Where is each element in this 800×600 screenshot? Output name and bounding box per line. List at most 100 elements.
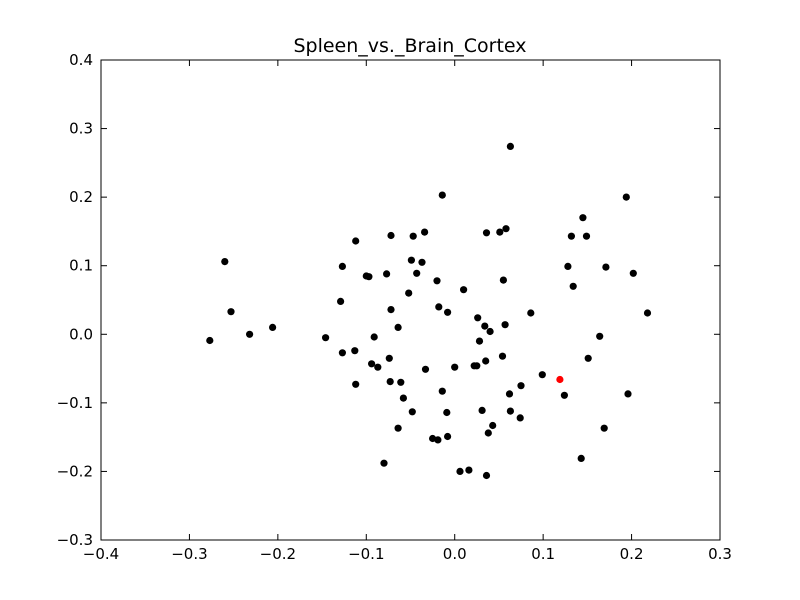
data-point-32 <box>418 258 426 266</box>
data-point-72 <box>560 391 569 399</box>
data-point-57 <box>484 429 492 437</box>
data-point-4 <box>269 323 277 331</box>
data-point-54 <box>482 357 490 365</box>
data-point-43 <box>444 308 452 316</box>
x-tick-label: −0.3 <box>171 545 207 563</box>
data-point-77 <box>579 214 587 222</box>
data-point-11 <box>351 347 359 355</box>
y-tick-label: 0.2 <box>69 188 93 206</box>
data-point-8 <box>338 262 346 270</box>
data-point-46 <box>460 286 468 294</box>
data-point-22 <box>387 306 395 314</box>
x-tick-label: −0.1 <box>348 545 384 563</box>
ticks-layer: −0.4 −0.3 −0.2 −0.1 0.0 0.1 0.2 0.3−0.3−0.2−0.1… <box>57 51 732 563</box>
data-point-74 <box>567 232 576 240</box>
data-point-18 <box>383 270 391 278</box>
data-point-71 <box>538 371 546 379</box>
points-layer <box>206 142 652 480</box>
y-tick-label: −0.2 <box>57 462 93 480</box>
x-tick-label: 0.1 <box>531 545 555 563</box>
x-tick-label: 0.2 <box>620 545 644 563</box>
data-point-84 <box>624 390 632 398</box>
data-point-25 <box>397 378 405 386</box>
data-point-40 <box>438 191 446 199</box>
data-point-16 <box>374 363 382 371</box>
data-point-68 <box>516 414 524 422</box>
y-tick-label: 0.0 <box>69 325 93 343</box>
data-point-66 <box>506 407 514 415</box>
data-point-80 <box>596 332 604 340</box>
data-point-33 <box>421 228 429 236</box>
highlight-point-0 <box>556 375 564 384</box>
y-tick-label: 0.3 <box>69 120 93 138</box>
data-point-75 <box>569 282 577 290</box>
data-point-73 <box>564 262 572 270</box>
data-point-78 <box>582 232 591 240</box>
data-point-1 <box>221 258 229 266</box>
data-point-64 <box>502 225 510 233</box>
data-point-38 <box>435 303 443 311</box>
data-point-2 <box>227 308 235 316</box>
data-point-21 <box>387 231 395 240</box>
x-tick-label: −0.2 <box>260 545 296 563</box>
data-point-37 <box>434 436 442 444</box>
data-point-86 <box>643 309 652 317</box>
data-point-24 <box>394 323 402 331</box>
data-point-30 <box>408 408 416 416</box>
data-point-60 <box>496 228 504 236</box>
y-tick-label: 0.4 <box>69 51 93 69</box>
data-point-34 <box>421 365 430 373</box>
data-point-29 <box>409 232 417 240</box>
data-point-67 <box>506 142 514 150</box>
data-point-10 <box>352 380 360 388</box>
y-tick-label: 0.1 <box>69 257 93 275</box>
data-point-17 <box>380 459 388 467</box>
x-tick-label: 0.0 <box>443 545 467 563</box>
data-point-56 <box>482 229 491 237</box>
x-tick-label: −0.4 <box>83 545 119 563</box>
data-point-81 <box>600 424 608 432</box>
data-point-58 <box>486 327 494 336</box>
data-point-65 <box>505 390 514 398</box>
data-point-59 <box>489 421 497 430</box>
data-point-9 <box>352 237 360 245</box>
data-point-5 <box>322 334 330 342</box>
data-point-0 <box>206 336 214 345</box>
data-point-6 <box>338 349 346 357</box>
data-point-13 <box>365 273 373 281</box>
data-point-55 <box>482 471 491 480</box>
data-point-79 <box>584 354 592 362</box>
data-point-63 <box>501 321 509 329</box>
data-point-44 <box>451 363 459 371</box>
data-point-50 <box>474 314 482 322</box>
data-point-69 <box>517 382 525 390</box>
x-tick-label: 0.3 <box>708 545 732 563</box>
plot-frame <box>100 59 721 541</box>
data-point-70 <box>527 309 535 317</box>
data-point-83 <box>622 193 630 201</box>
data-point-85 <box>629 269 637 277</box>
data-point-23 <box>394 424 402 432</box>
y-tick-label: −0.1 <box>57 394 93 412</box>
data-point-3 <box>246 330 254 338</box>
data-point-28 <box>407 256 415 264</box>
data-point-49 <box>473 362 481 370</box>
data-point-39 <box>438 387 446 395</box>
data-point-41 <box>443 408 451 417</box>
data-point-36 <box>433 277 441 285</box>
data-point-51 <box>475 337 484 345</box>
data-point-82 <box>602 263 610 271</box>
data-point-42 <box>444 432 452 441</box>
data-point-14 <box>368 360 376 368</box>
data-point-20 <box>386 378 394 386</box>
y-tick-label: −0.3 <box>57 531 93 549</box>
data-point-26 <box>399 394 407 402</box>
data-point-53 <box>481 322 489 330</box>
data-point-76 <box>577 454 585 462</box>
data-point-15 <box>370 333 378 341</box>
data-point-61 <box>498 352 507 360</box>
chart-title: Spleen_vs._Brain_Cortex <box>293 35 526 57</box>
data-point-45 <box>456 467 464 475</box>
data-point-19 <box>385 354 393 362</box>
